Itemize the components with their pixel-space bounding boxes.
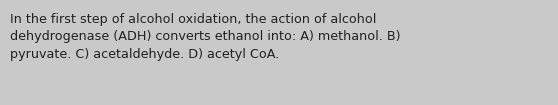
Text: In the first step of alcohol oxidation, the action of alcohol
dehydrogenase (ADH: In the first step of alcohol oxidation, … bbox=[10, 13, 401, 61]
